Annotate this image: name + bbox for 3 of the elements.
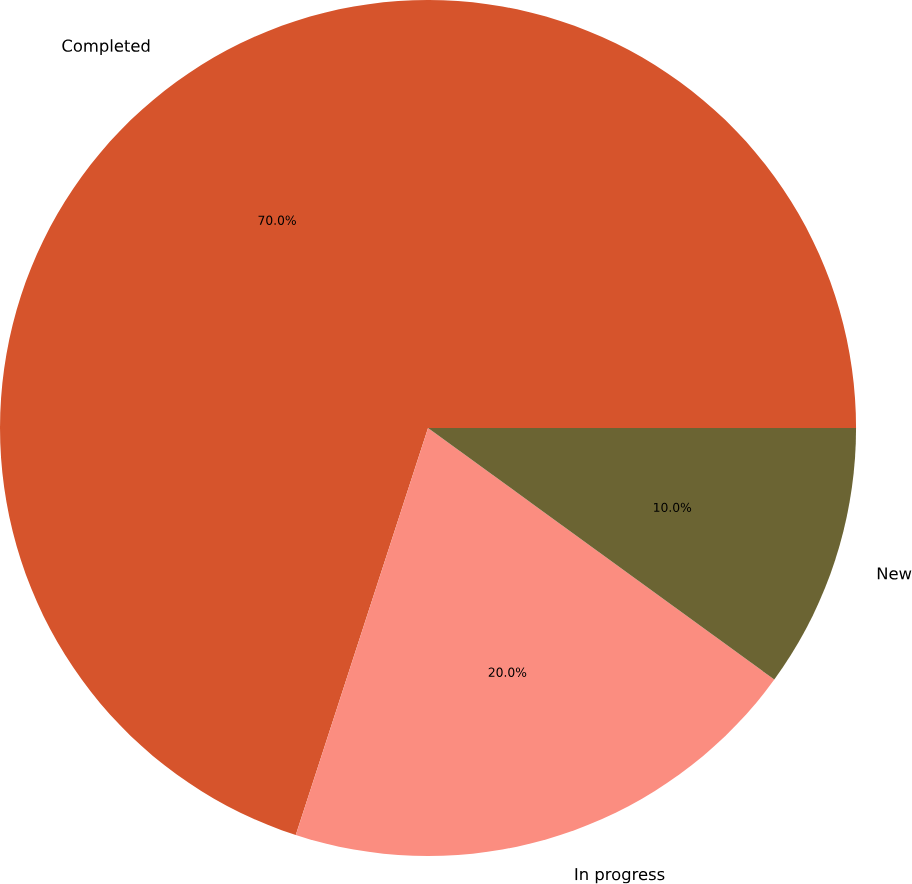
slice-label: In progress <box>575 868 665 884</box>
slice-label: Completed <box>62 39 150 56</box>
slice-label: New <box>877 567 912 580</box>
